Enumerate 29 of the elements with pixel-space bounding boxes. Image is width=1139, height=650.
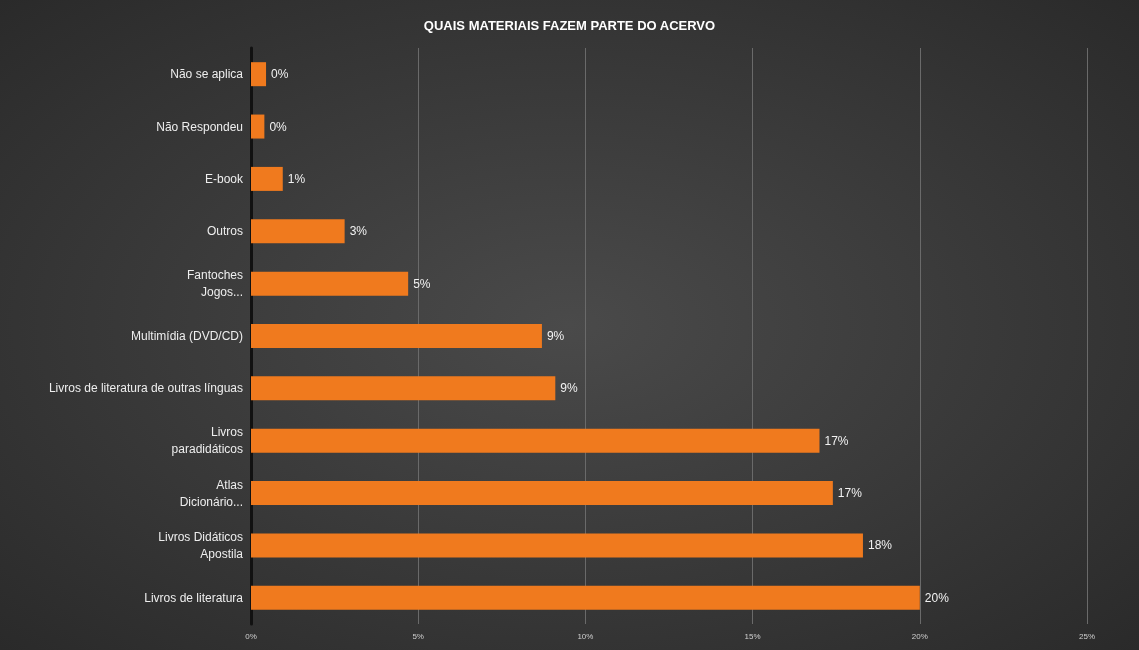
y-tick-label: Atlas Dicionário... [179, 477, 243, 509]
y-tick-label: Livros paradidáticos [171, 425, 243, 457]
x-tick-label: 5% [412, 631, 424, 641]
data-label: 5% [413, 276, 431, 291]
y-tick-label: Não se aplica [170, 67, 244, 82]
x-tick-label: 20% [911, 631, 928, 641]
y-tick-label: Não Respondeu [156, 119, 243, 134]
data-label: 17% [837, 486, 863, 501]
y-tick-label: Livros de literatura de outras línguas [48, 381, 243, 396]
x-tick-label: 25% [1078, 631, 1096, 641]
data-label: 17% [824, 433, 849, 448]
data-label: 9% [546, 329, 565, 343]
y-tick-label: Livros Didáticos Apostila [158, 529, 244, 561]
data-label: 18% [867, 538, 893, 553]
y-tick-label: E-book [204, 171, 244, 186]
data-label: 3% [349, 224, 368, 239]
data-label: 20% [924, 590, 950, 605]
data-label: 9% [560, 381, 578, 396]
chart-title: QUAIS MATERIAIS FAZEM PARTE DO ACERVO [423, 18, 716, 33]
x-tick-label: 0% [245, 631, 257, 641]
x-tick-label: 10% [577, 631, 594, 641]
y-tick-label: Outros [206, 224, 243, 239]
y-tick-label: Livros de literatura [144, 590, 244, 605]
y-tick-label: Multimídia (DVD/CD) [130, 329, 243, 343]
data-label: 0% [271, 67, 289, 82]
y-tick-label: Fantoches Jogos... [186, 268, 243, 300]
data-label: 1% [287, 171, 306, 186]
x-tick-label: 15% [744, 631, 761, 641]
data-label: 0% [269, 119, 288, 134]
